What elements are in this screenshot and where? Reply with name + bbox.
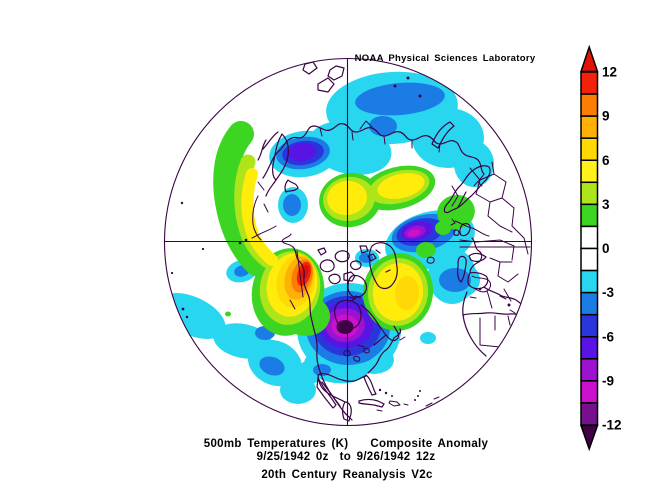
colorbar-cell (580, 269, 599, 294)
graticule-layer (163, 57, 533, 427)
coastline-florida (363, 374, 377, 396)
colorbar-cell (580, 159, 599, 184)
coastline-okhotsk (252, 181, 269, 241)
title-line-1: 500mb Temperatures (K) Composite Anomaly (203, 438, 489, 450)
coastline-italy (503, 288, 512, 302)
coastline-europe-west (467, 237, 489, 290)
coastline-baja (316, 377, 341, 409)
colorbar-arrow-down (579, 424, 599, 452)
dataset-line: 20th Century Reanalysis V2c (261, 469, 433, 481)
coastline-cuba (358, 398, 385, 408)
coastline-aleutians (251, 225, 277, 239)
coastline-bering (281, 233, 294, 248)
coastline-scandinavia (443, 165, 491, 214)
colorbar-cell (580, 380, 599, 404)
anomaly-fill-layer (164, 71, 494, 404)
coastline-arctic-archipelago (317, 245, 377, 285)
colorbar-cell (580, 71, 599, 95)
title-line-2: 9/25/1942 0z to 9/26/1942 12z (256, 451, 436, 463)
coastline-novaya-zemlya (431, 121, 455, 149)
coastline-great-lakes (343, 344, 370, 362)
coastline-africa-nw (462, 291, 487, 357)
coastline-baltic (450, 173, 490, 237)
colorbar-cell (580, 247, 599, 272)
border-alaska-canada (296, 250, 304, 298)
coastline-iceland (426, 256, 435, 264)
coastline-wrangel (284, 179, 299, 193)
coastline-newfoundland (399, 336, 406, 341)
coastline-river-ticks (319, 120, 441, 153)
coastline-baffin (347, 274, 368, 298)
colorbar-cell (580, 181, 599, 206)
coastline-na-east (367, 328, 402, 374)
colorbar-cells (580, 71, 599, 426)
coastline-siberia (262, 123, 485, 179)
colorbar-cell (580, 291, 599, 316)
coastline-levant (471, 275, 493, 309)
coastline-caspian (457, 255, 467, 283)
coastline-antilles (376, 400, 409, 412)
colorbar-cell (580, 402, 599, 426)
coastline-gulf-mexico (317, 372, 367, 403)
colorbar-tick-label: -9 (602, 373, 614, 388)
colorbar-cell (580, 313, 599, 338)
colorbar-tick-label: 6 (602, 153, 610, 168)
colorbar-cell (580, 225, 599, 250)
coastline-layer (170, 61, 531, 422)
colorbar-tick-label: -3 (602, 285, 614, 300)
colorbar-tick-labels: 12 9 6 3 0 -3 -6 -9 -12 (602, 65, 622, 433)
colorbar-tick-label: -12 (602, 418, 622, 433)
coastline-kamchatka (257, 131, 289, 197)
coastline-rim-fragments (425, 295, 516, 407)
coastline-africa-north (462, 312, 531, 317)
colorbar-tick-label: -6 (602, 329, 614, 344)
coastline-vancouver-island (289, 299, 296, 310)
coastline-hudson-bay (334, 295, 362, 330)
colorbar-tick-label: 12 (602, 65, 617, 80)
map-boundary-circle (163, 57, 533, 427)
border-africa (479, 315, 511, 348)
coastline-crete (469, 296, 477, 299)
colorbar-tick-label: 9 (602, 109, 610, 124)
colorbar-cell (580, 358, 599, 382)
coastline-labrador (360, 304, 400, 346)
coastline-black-sea (468, 252, 487, 263)
colorbar-cell (580, 93, 599, 117)
coastline-yucatan (342, 401, 352, 422)
colorbar-tick-label: 0 (602, 241, 610, 256)
credit-text: NOAA Physical Sciences Laboratory (354, 53, 536, 64)
colorbar-cell (580, 115, 599, 139)
coastline-arctic-islands (302, 61, 345, 93)
colorbar: 12 9 6 3 0 -3 -6 -9 -12 (579, 44, 622, 452)
colorbar-cell (580, 137, 599, 162)
colorbar-tick-label: 3 (602, 197, 610, 212)
coastline-britain (453, 223, 471, 237)
colorbar-cell (580, 336, 599, 360)
colorbar-cell (580, 203, 599, 228)
coastline-greenland (368, 242, 398, 290)
